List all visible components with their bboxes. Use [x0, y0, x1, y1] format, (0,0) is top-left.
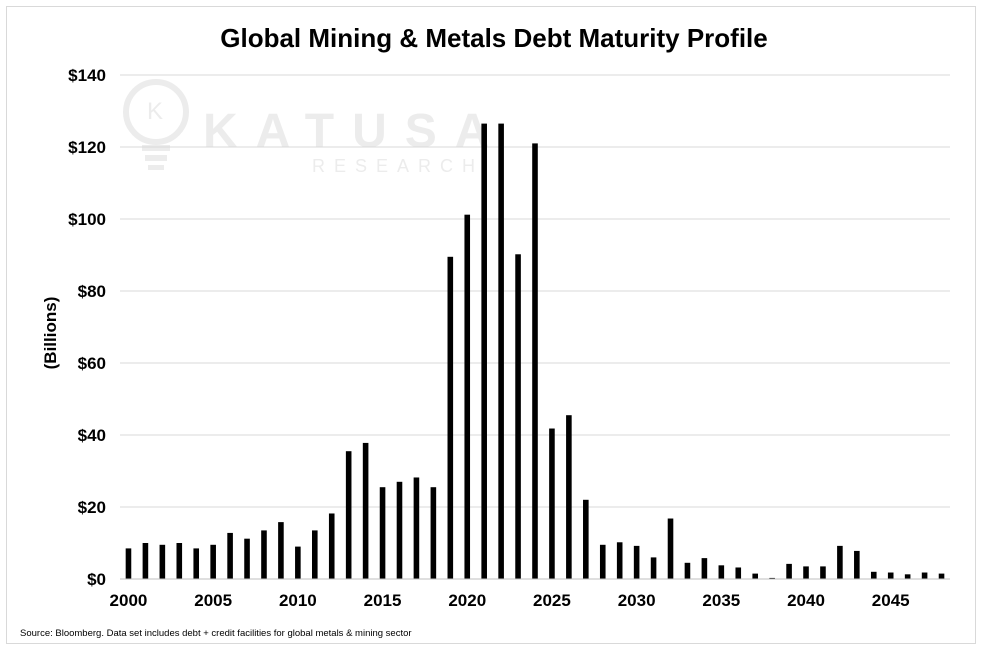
- bar-2012: [328, 513, 335, 579]
- bar-2035: [718, 565, 725, 579]
- bar-2034: [701, 558, 708, 579]
- bar-2016: [396, 481, 403, 579]
- bar-2036: [735, 567, 742, 579]
- y-tick-label: $80: [78, 282, 106, 301]
- y-tick-label: $20: [78, 498, 106, 517]
- bar-2009: [278, 522, 284, 579]
- bar-2006: [227, 532, 233, 579]
- y-tick-label: $60: [78, 354, 106, 373]
- bar-2014: [362, 442, 369, 579]
- bar-2031: [650, 557, 657, 579]
- bar-2010: [295, 546, 301, 579]
- bar-2037: [752, 573, 758, 579]
- x-tick-label: 2010: [279, 591, 317, 610]
- x-tick-label: 2040: [787, 591, 825, 610]
- bar-2018: [430, 487, 437, 579]
- gridlines: [120, 74, 950, 508]
- y-tick-label: $120: [68, 138, 106, 157]
- watermark-logo: K KATUSA RESEARCH: [123, 79, 507, 176]
- watermark-name: KATUSA: [203, 105, 507, 158]
- bar-2022: [498, 123, 504, 579]
- x-tick-label: 2005: [194, 591, 232, 610]
- bar-2020: [464, 214, 471, 579]
- bar-2029: [616, 542, 623, 579]
- bar-2033: [684, 562, 691, 579]
- bar-2000: [125, 548, 132, 579]
- bar-2015: [379, 487, 386, 579]
- bar-2025: [549, 428, 555, 579]
- bar-series: [125, 123, 945, 579]
- bar-2047: [921, 572, 928, 579]
- bar-2027: [583, 499, 589, 579]
- bar-2005: [210, 544, 216, 579]
- x-tick-label: 2045: [872, 591, 910, 610]
- bar-2001: [142, 543, 149, 579]
- bar-2046: [904, 574, 911, 579]
- y-axis-label: (Billions): [41, 297, 60, 370]
- bar-2032: [667, 518, 674, 579]
- y-tick-label: $100: [68, 210, 106, 229]
- bar-2024: [532, 143, 538, 579]
- bar-2007: [244, 538, 250, 579]
- chart-canvas: K KATUSA RESEARCH Global Mining & Metals…: [20, 23, 950, 639]
- bar-2026: [566, 415, 572, 579]
- bar-2023: [515, 254, 521, 579]
- watermark-bulb-base: [148, 165, 164, 170]
- bar-2011: [312, 530, 318, 579]
- watermark-bulb-base: [145, 155, 167, 161]
- x-tick-label: 2020: [448, 591, 486, 610]
- bar-2008: [261, 530, 267, 579]
- chart-frame: K KATUSA RESEARCH Global Mining & Metals…: [6, 6, 976, 644]
- bar-2039: [786, 563, 792, 579]
- bar-2048: [938, 573, 945, 579]
- bar-2030: [633, 545, 640, 579]
- x-tick-label: 2030: [618, 591, 656, 610]
- bar-2003: [176, 543, 183, 579]
- bar-2042: [837, 545, 843, 579]
- bar-2040: [803, 566, 809, 579]
- y-tick-label: $40: [78, 426, 106, 445]
- watermark-bulb-icon: [123, 79, 189, 145]
- x-tick-label: 2000: [110, 591, 148, 610]
- x-tick-label: 2015: [364, 591, 402, 610]
- x-tick-label: 2035: [702, 591, 740, 610]
- y-tick-label: $0: [87, 570, 106, 589]
- watermark-subname: RESEARCH: [312, 156, 484, 176]
- watermark-bulb-base: [142, 145, 170, 151]
- watermark-glyph: K: [147, 98, 163, 125]
- bar-2019: [447, 256, 454, 579]
- x-tick-label: 2025: [533, 591, 571, 610]
- source-note: Source: Bloomberg. Data set includes deb…: [20, 628, 412, 639]
- bar-2044: [870, 571, 877, 579]
- bar-2038: [769, 577, 775, 579]
- bar-2043: [854, 550, 860, 579]
- bar-2002: [159, 544, 166, 579]
- y-tick-label: $140: [68, 66, 106, 85]
- bar-2017: [413, 477, 420, 579]
- x-axis-ticks: 2000 2005 2010 2015 2020 2025 2030 2035 2040 2045: [110, 591, 910, 610]
- bar-2021: [481, 123, 487, 579]
- bar-2013: [345, 451, 352, 579]
- bar-2041: [820, 566, 826, 579]
- bar-2004: [193, 548, 200, 579]
- bar-2045: [887, 572, 894, 579]
- chart-title: Global Mining & Metals Debt Maturity Pro…: [220, 23, 768, 53]
- bar-2028: [599, 544, 606, 579]
- y-axis-ticks: $0 $20 $40 $60 $80 $100 $120 $140: [68, 66, 106, 589]
